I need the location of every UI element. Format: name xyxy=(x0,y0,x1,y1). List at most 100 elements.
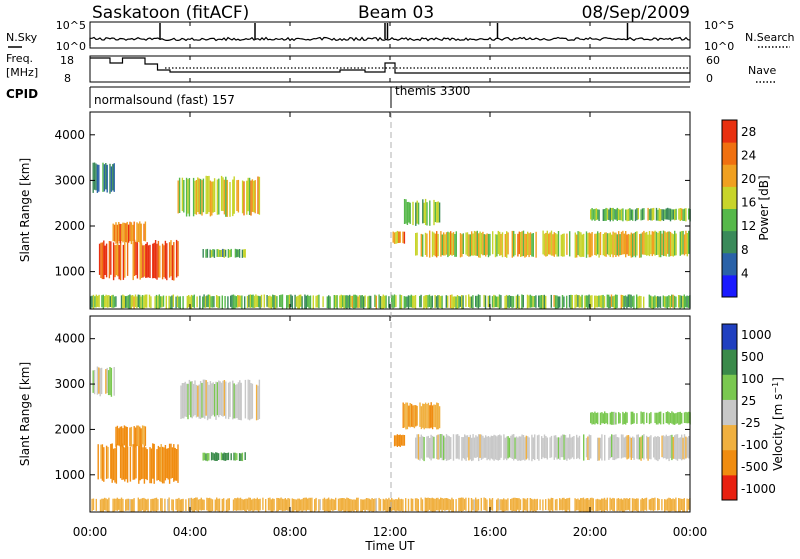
echo-cell xyxy=(497,296,499,308)
echo-cell xyxy=(133,444,136,480)
echo-cell xyxy=(578,435,581,460)
echo-cell xyxy=(549,232,551,255)
echo-cell xyxy=(123,222,126,242)
echo-cell xyxy=(219,381,221,415)
echo-cell xyxy=(419,295,421,308)
echo-cell xyxy=(118,428,120,446)
echo-region xyxy=(97,443,179,484)
echo-cell xyxy=(667,411,669,424)
echo-cell xyxy=(658,498,660,510)
echo-cell xyxy=(587,233,589,255)
echo-cell xyxy=(207,294,209,308)
echo-region xyxy=(402,402,441,430)
echo-cell xyxy=(212,181,214,213)
echo-cell xyxy=(295,499,298,512)
echo-cell xyxy=(508,437,511,458)
echo-cell xyxy=(627,208,630,221)
echo-cell xyxy=(561,497,564,511)
echo-cell xyxy=(149,447,151,484)
echo-cell xyxy=(200,497,202,511)
echo-cell xyxy=(218,296,221,308)
echo-cell xyxy=(598,437,600,461)
echo-cell xyxy=(616,294,618,308)
echo-cell xyxy=(122,447,125,480)
echo-cell xyxy=(243,249,245,258)
echo-cell xyxy=(98,367,100,394)
echo-cell xyxy=(234,452,237,461)
echo-cell xyxy=(637,208,639,220)
echo-cell xyxy=(653,207,655,220)
echo-cell xyxy=(580,296,582,308)
echo-cell xyxy=(253,295,256,308)
echo-cell xyxy=(119,445,122,479)
echo-cell xyxy=(227,249,230,258)
echo-cell xyxy=(476,436,478,458)
echo-cell xyxy=(596,498,599,512)
echo-cell xyxy=(522,435,525,460)
echo-cell xyxy=(636,434,638,459)
echo-cell xyxy=(445,232,448,255)
echo-cell xyxy=(221,295,223,309)
colorbar-tick-label: 28 xyxy=(741,125,756,139)
echo-cell xyxy=(549,499,551,512)
echo-cell xyxy=(263,294,265,308)
echo-cell xyxy=(396,499,398,511)
echo-cell xyxy=(198,178,200,215)
echo-cell xyxy=(181,499,183,512)
echo-cell xyxy=(475,497,477,512)
echo-cell xyxy=(545,436,547,458)
echo-cell xyxy=(239,497,242,511)
echo-cell xyxy=(133,498,135,512)
echo-cell xyxy=(119,498,121,512)
echo-cell xyxy=(92,162,94,193)
echo-cell xyxy=(466,232,469,256)
echo-cell xyxy=(197,385,199,417)
echo-cell xyxy=(179,296,181,309)
echo-cell xyxy=(512,497,515,511)
echo-cell xyxy=(241,452,244,462)
echo-cell xyxy=(599,295,601,308)
echo-cell xyxy=(491,498,494,511)
echo-cell xyxy=(599,232,602,256)
echo-cell xyxy=(105,163,107,190)
echo-cell xyxy=(526,498,529,512)
echo-cell xyxy=(521,231,523,257)
echo-cell xyxy=(629,436,631,458)
echo-cell xyxy=(412,201,414,226)
echo-cell xyxy=(302,497,305,511)
echo-cell xyxy=(618,437,620,459)
echo-cell xyxy=(651,208,653,221)
echo-cell xyxy=(254,180,256,214)
echo-cell xyxy=(528,295,530,308)
echo-cell xyxy=(187,179,189,214)
echo-cell xyxy=(213,296,215,308)
echo-cell xyxy=(267,296,270,308)
echo-cell xyxy=(564,499,566,512)
echo-cell xyxy=(328,497,330,512)
echo-cell xyxy=(595,233,597,256)
echo-cell xyxy=(402,499,404,512)
echo-cell xyxy=(402,402,404,428)
echo-cell xyxy=(504,234,506,257)
echo-cell xyxy=(598,233,600,258)
echo-cell xyxy=(219,250,221,257)
echo-cell xyxy=(381,296,383,309)
echo-cell xyxy=(223,452,225,461)
echo-cell xyxy=(618,412,620,424)
echo-region xyxy=(392,230,406,244)
echo-cell xyxy=(140,243,143,278)
echo-cell xyxy=(688,411,690,424)
echo-cell xyxy=(655,231,658,255)
echo-cell xyxy=(503,434,505,461)
echo-cell xyxy=(567,498,569,510)
echo-cell xyxy=(644,498,646,510)
echo-cell xyxy=(573,436,575,460)
echo-cell xyxy=(609,232,611,257)
echo-cell xyxy=(575,294,578,308)
echo-cell xyxy=(505,499,508,511)
echo-cell xyxy=(424,232,427,255)
echo-cell xyxy=(489,498,491,512)
echo-cell xyxy=(408,201,410,223)
echo-cell xyxy=(615,209,617,220)
echo-cell xyxy=(498,499,501,511)
